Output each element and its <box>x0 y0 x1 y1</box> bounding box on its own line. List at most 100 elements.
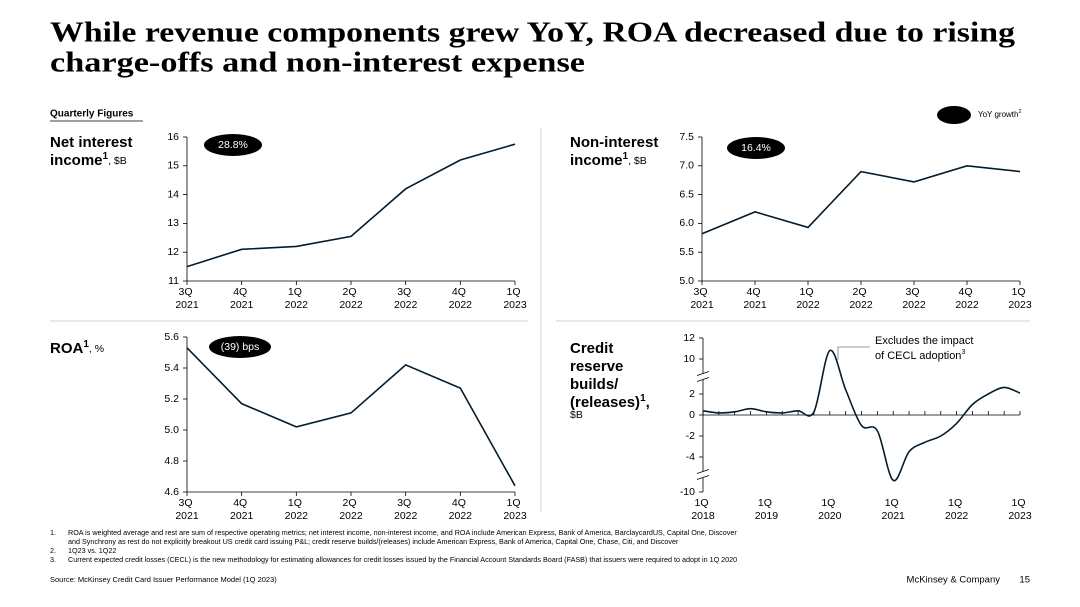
footnote-text: 1Q23 vs. 1Q22 <box>68 546 116 555</box>
axis-break-gap <box>697 471 709 478</box>
y-tick-label: 12 <box>167 246 179 258</box>
x-tick-label: 4Q 2022 <box>449 497 473 522</box>
x-tick-label: 2Q 2022 <box>849 286 873 311</box>
title-line: While revenue components grew YoY, ROA d… <box>50 17 1015 48</box>
y-tick-label: 5.2 <box>164 393 179 405</box>
x-tick-label: 2Q 2022 <box>339 286 363 311</box>
y-tick-label: 5.4 <box>164 362 179 374</box>
chart-label: ROA1, % <box>50 339 104 357</box>
annotation: of CECL adoption3 <box>875 349 965 362</box>
chart-label: reserve <box>570 358 623 375</box>
x-tick-label: 3Q 2021 <box>175 497 199 522</box>
chart-label-line: ROA <box>50 340 84 357</box>
legend-note: 2 <box>1018 109 1021 115</box>
chart-label-line: income <box>50 152 103 169</box>
chart-label: Net interest <box>50 134 133 151</box>
legend-swatch <box>937 106 971 124</box>
x-tick-label: 1Q 2021 <box>882 497 906 522</box>
x-tick-label: 1Q 2023 <box>503 286 527 311</box>
y-tick-label: 11 <box>168 275 179 287</box>
footnote-marker: 2. <box>50 546 56 555</box>
axis-break-gap <box>697 373 709 380</box>
axis-break <box>696 371 710 376</box>
axis-break <box>696 475 710 480</box>
badge-label: 16.4% <box>741 142 771 154</box>
x-tick-label: 1Q 2023 <box>1008 286 1032 311</box>
chart-label-line: Credit <box>570 340 613 357</box>
chart-label-line: reserve <box>570 358 623 375</box>
x-tick-label: 4Q 2021 <box>230 286 254 311</box>
y-tick-label: -4 <box>686 451 695 463</box>
x-tick-label: 1Q 2023 <box>503 497 527 522</box>
series-line <box>702 349 1021 482</box>
y-tick-label: 6.0 <box>679 217 694 229</box>
x-tick-label: 1Q 2022 <box>285 497 309 522</box>
y-tick-label: 5.0 <box>164 424 179 436</box>
x-tick-label: 3Q 2021 <box>690 286 714 311</box>
series-line <box>701 164 1021 235</box>
footnote-text: ROA is weighted average and rest are sum… <box>68 528 737 537</box>
y-tick-label: -2 <box>686 430 695 442</box>
badge <box>204 134 262 156</box>
badge <box>209 336 271 358</box>
x-tick-label: 4Q 2021 <box>743 286 767 311</box>
page-number: 15 <box>1019 575 1030 586</box>
x-tick-label: 3Q 2022 <box>902 286 926 311</box>
chart-label-note: 1 <box>103 151 109 162</box>
footnote-marker: 1. <box>50 528 56 537</box>
series-line <box>186 143 516 268</box>
title-line: charge-offs and non-interest expense <box>50 47 585 78</box>
legend-text: YoY growth <box>978 110 1018 119</box>
y-tick-label: 12 <box>683 332 695 344</box>
chart-unit: , $B <box>628 155 647 167</box>
x-tick-label: 4Q 2022 <box>449 286 473 311</box>
chart-label: income1, $B <box>570 151 647 169</box>
badge-label: (39) bps <box>221 341 260 353</box>
y-tick-label: 2 <box>689 388 695 400</box>
footnote-text: Current expected credit losses (CECL) is… <box>68 555 737 564</box>
y-tick-label: 5.6 <box>164 331 179 343</box>
chart-label: builds/ <box>570 376 619 393</box>
x-tick-label: 3Q 2021 <box>175 286 199 311</box>
y-tick-label: 7.0 <box>679 160 694 172</box>
x-tick-label: 1Q 2022 <box>796 286 820 311</box>
chart-label-note: 1 <box>623 151 629 162</box>
x-tick-label: 1Q 2020 <box>818 497 842 522</box>
y-tick-label: 5.0 <box>679 275 694 287</box>
x-tick-label: 4Q 2022 <box>955 286 979 311</box>
footnote-text: and Synchrony as rest do not explicitly … <box>68 537 679 546</box>
y-tick-label: 0 <box>689 409 695 421</box>
chart-unit: , $B <box>108 155 127 167</box>
y-tick-label: -10 <box>680 486 695 498</box>
axis-break <box>696 469 710 474</box>
y-tick-label: 13 <box>167 217 179 229</box>
x-tick-label: 3Q 2022 <box>394 497 418 522</box>
chart-label-note: 1 <box>640 393 646 404</box>
annotation-line: of CECL adoption <box>875 350 961 362</box>
y-tick-label: 4.8 <box>164 455 179 467</box>
y-tick-label: 5.5 <box>679 246 694 258</box>
x-tick-label: 1Q 2022 <box>285 286 309 311</box>
chart-label-line: Net interest <box>50 134 133 151</box>
legend-label: YoY growth2 <box>978 109 1022 119</box>
y-tick-label: 6.5 <box>679 188 694 200</box>
badge <box>727 137 785 159</box>
source: Source: McKinsey Credit Card Issuer Perf… <box>50 575 277 584</box>
y-tick-label: 14 <box>167 188 179 200</box>
chart-label-line: Non-interest <box>570 134 658 151</box>
y-tick-label: 16 <box>167 131 179 143</box>
x-tick-label: 1Q 2018 <box>691 497 715 522</box>
series-line <box>186 347 516 487</box>
chart-label-note: 1 <box>83 339 89 350</box>
x-tick-label: 2Q 2022 <box>339 497 363 522</box>
badge-label: 28.8% <box>218 139 248 151</box>
annotation: Excludes the impact <box>875 335 973 347</box>
footer: 1. ROA is weighted average and rest are s… <box>50 528 1030 586</box>
chart-label-line: builds/ <box>570 376 619 393</box>
chart-label-line: (releases) <box>570 394 640 411</box>
chart-label: income1, $B <box>50 151 127 169</box>
x-tick-label: 1Q 2022 <box>945 497 969 522</box>
footnote-marker: 3. <box>50 555 56 564</box>
annotation-note: 3 <box>961 349 965 356</box>
